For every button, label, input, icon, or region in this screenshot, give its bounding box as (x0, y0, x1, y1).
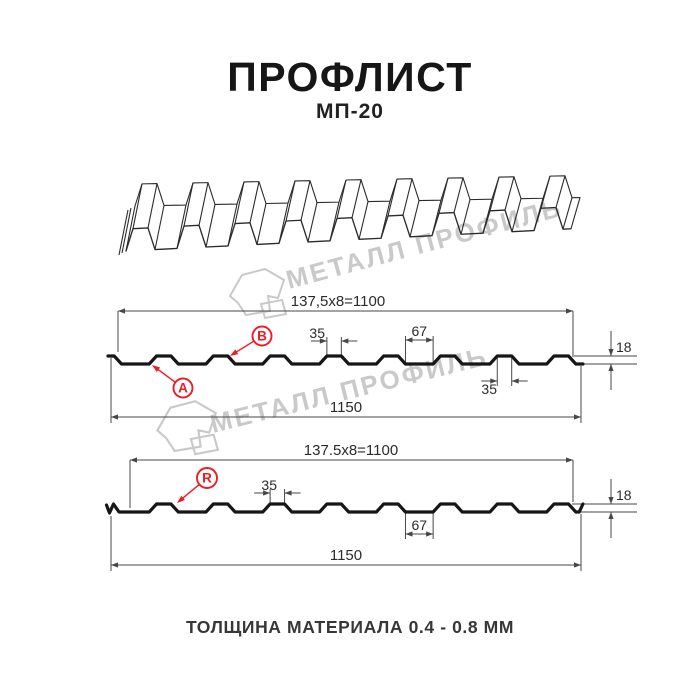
callout-a: A (152, 365, 194, 399)
svg-text:137.5x8=1100: 137.5x8=1100 (304, 442, 398, 459)
profile-a-drawing: 137,5x8=1100 35 67 35 18 1150 A B (106, 293, 637, 423)
svg-text:1150: 1150 (330, 399, 362, 416)
svg-text:35: 35 (481, 381, 497, 397)
svg-text:B: B (257, 329, 267, 344)
callout-b: B (230, 325, 273, 356)
material-thickness-note: ТОЛЩИНА МАТЕРИАЛА 0.4 - 0.8 ММ (185, 617, 515, 637)
sheet-3d-view (118, 175, 581, 256)
svg-text:18: 18 (616, 339, 632, 355)
svg-text:67: 67 (412, 517, 428, 533)
svg-text:1150: 1150 (330, 547, 362, 564)
svg-text:137,5x8=1100: 137,5x8=1100 (291, 293, 385, 310)
svg-text:R: R (202, 471, 212, 486)
svg-text:A: A (178, 381, 188, 396)
metall-profil-logo-icon (156, 400, 220, 456)
svg-text:18: 18 (616, 487, 632, 503)
svg-text:67: 67 (412, 323, 428, 339)
svg-text:35: 35 (309, 325, 325, 341)
watermark-text: МЕТАЛЛ ПРОФИЛЬ (283, 192, 566, 295)
callout-r: R (177, 467, 218, 503)
svg-text:35: 35 (261, 477, 277, 493)
metall-profil-logo-icon (228, 267, 288, 320)
profile-model-subtitle: МП-20 (316, 100, 384, 123)
page-title: ПРОФЛИСТ (227, 54, 473, 100)
watermark: МЕТАЛЛ ПРОФИЛЬ (228, 192, 566, 320)
profile-r-drawing: 137.5x8=1100 35 67 18 1150 R (104, 442, 637, 571)
